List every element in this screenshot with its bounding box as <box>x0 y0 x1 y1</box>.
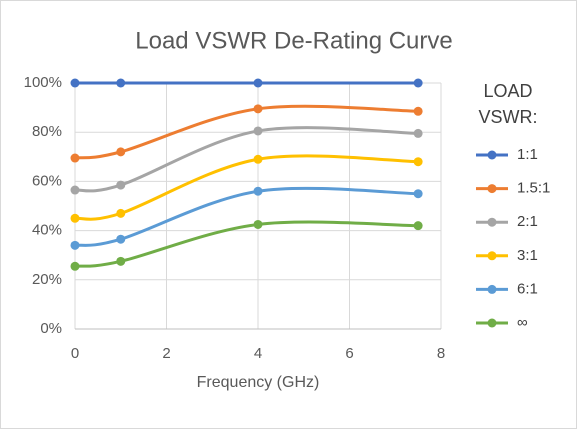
y-tick-label: 40% <box>32 222 62 239</box>
legend-marker <box>487 318 497 328</box>
marker <box>413 189 423 199</box>
series-line <box>74 220 419 268</box>
y-tick-label: 100% <box>24 74 62 91</box>
marker <box>413 157 423 167</box>
x-tick-label: 2 <box>162 345 170 362</box>
legend-marker <box>487 184 497 194</box>
x-tick-label: 0 <box>71 345 79 362</box>
marker <box>253 219 263 229</box>
legend-marker <box>487 284 497 294</box>
marker <box>413 221 423 231</box>
marker <box>253 154 263 164</box>
y-tick-label: 20% <box>32 271 62 288</box>
marker <box>116 256 126 266</box>
marker <box>413 78 423 88</box>
y-tick-label: 60% <box>32 172 62 189</box>
legend-label: 1:1 <box>517 146 538 163</box>
series-line <box>74 154 419 221</box>
y-tick-label: 0% <box>40 320 62 337</box>
marker <box>253 104 263 114</box>
legend-title: VSWR: <box>478 107 537 127</box>
marker <box>253 186 263 196</box>
legend-title: LOAD <box>483 81 532 101</box>
legend-label: 2:1 <box>517 213 538 230</box>
marker <box>116 208 126 218</box>
chart-title: Load VSWR De-Rating Curve <box>135 27 452 54</box>
marker <box>253 126 263 136</box>
legend-marker <box>487 217 497 227</box>
marker <box>70 261 80 271</box>
legend-label: 3:1 <box>517 247 538 264</box>
y-tick-label: 80% <box>32 123 62 140</box>
marker <box>116 78 126 88</box>
x-axis-label: Frequency (GHz) <box>197 374 320 391</box>
marker <box>253 78 263 88</box>
x-tick-label: 6 <box>345 345 353 362</box>
marker <box>116 147 126 157</box>
series-line <box>74 186 419 247</box>
series-line <box>74 104 419 160</box>
marker <box>413 106 423 116</box>
marker <box>116 234 126 244</box>
marker <box>70 240 80 250</box>
legend-marker <box>487 150 497 160</box>
legend-label: 1.5:1 <box>517 180 550 197</box>
series-line <box>74 126 419 193</box>
x-tick-label: 8 <box>437 345 445 362</box>
legend-label: ∞ <box>517 314 528 331</box>
marker <box>70 78 80 88</box>
marker <box>413 128 423 138</box>
legend-label: 6:1 <box>517 280 538 297</box>
x-tick-label: 4 <box>254 345 262 362</box>
legend-marker <box>487 251 497 261</box>
marker <box>70 185 80 195</box>
marker <box>70 213 80 223</box>
marker <box>116 180 126 190</box>
marker <box>70 153 80 163</box>
